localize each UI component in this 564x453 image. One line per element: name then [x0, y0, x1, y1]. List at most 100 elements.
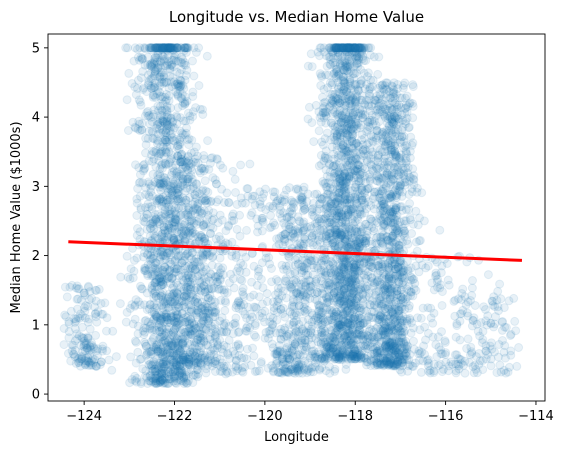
- scatter-point: [203, 136, 213, 146]
- scatter-point: [331, 187, 341, 197]
- scatter-point: [175, 367, 185, 377]
- scatter-point: [133, 75, 143, 85]
- scatter-point: [161, 315, 170, 325]
- scatter-point: [177, 371, 187, 381]
- scatter-point: [205, 290, 215, 300]
- scatter-point: [184, 222, 194, 232]
- scatter-point: [188, 232, 198, 241]
- scatter-point: [319, 330, 329, 340]
- scatter-point: [218, 263, 228, 273]
- scatter-point: [157, 292, 167, 301]
- scatter-point: [180, 251, 190, 261]
- scatter-point: [160, 209, 170, 219]
- scatter-point: [172, 317, 181, 327]
- scatter-point: [144, 304, 154, 314]
- scatter-point: [147, 269, 157, 279]
- scatter-point: [179, 292, 189, 302]
- scatter-point: [280, 312, 290, 322]
- scatter-point: [262, 289, 272, 298]
- scatter-point: [214, 195, 223, 205]
- scatter-point: [179, 226, 189, 236]
- scatter-point: [191, 338, 201, 347]
- scatter-point: [146, 224, 155, 233]
- scatter-point: [122, 95, 132, 105]
- scatter-point: [170, 206, 180, 216]
- scatter-point: [340, 78, 350, 88]
- scatter-point: [130, 371, 140, 381]
- scatter-point: [149, 57, 159, 67]
- scatter-point: [412, 246, 422, 256]
- scatter-point: [185, 193, 195, 202]
- scatter-point: [143, 269, 153, 279]
- scatter-point: [231, 361, 241, 371]
- scatter-point: [129, 56, 139, 66]
- scatter-point: [288, 228, 298, 238]
- scatter-point: [135, 227, 145, 237]
- scatter-point: [130, 336, 140, 346]
- scatter-point: [126, 264, 136, 274]
- scatter-point: [165, 63, 175, 73]
- scatter-point: [277, 328, 287, 338]
- scatter-point: [135, 300, 145, 310]
- scatter-point: [218, 363, 228, 373]
- scatter-point: [135, 234, 145, 244]
- scatter-point: [202, 250, 212, 259]
- scatter-point: [143, 134, 153, 144]
- scatter-point: [161, 357, 171, 367]
- scatter-point: [152, 301, 162, 310]
- scatter-point: [160, 92, 170, 102]
- scatter-point: [170, 301, 180, 311]
- scatter-point: [246, 210, 256, 220]
- scatter-point: [156, 270, 166, 280]
- scatter-point: [116, 272, 126, 282]
- scatter-point: [169, 291, 179, 301]
- scatter-point: [219, 327, 229, 337]
- scatter-point: [258, 299, 267, 309]
- scatter-point: [240, 362, 250, 372]
- scatter-point: [348, 313, 358, 323]
- scatter-point: [161, 299, 171, 309]
- scatter-point: [165, 206, 174, 216]
- scatter-point: [198, 350, 207, 360]
- scatter-point: [184, 203, 193, 212]
- scatter-point: [160, 297, 170, 307]
- scatter-point: [235, 231, 245, 241]
- scatter-point: [134, 163, 144, 173]
- scatter-point: [136, 52, 146, 62]
- scatter-point: [150, 374, 160, 383]
- scatter-point: [169, 221, 179, 231]
- scatter-point: [288, 280, 297, 289]
- scatter-point: [160, 158, 170, 168]
- scatter-point: [333, 120, 343, 129]
- scatter-point: [184, 161, 194, 170]
- scatter-point: [299, 182, 309, 192]
- scatter-point: [194, 81, 204, 90]
- scatter-point: [161, 95, 171, 105]
- scatter-point: [341, 322, 351, 332]
- scatter-point: [179, 46, 189, 56]
- scatter-point: [138, 364, 148, 374]
- scatter-point: [175, 137, 185, 147]
- scatter-point: [345, 335, 355, 345]
- scatter-point: [154, 293, 164, 303]
- scatter-point: [144, 110, 154, 120]
- scatter-point: [169, 53, 179, 63]
- scatter-point: [148, 271, 158, 281]
- scatter-point: [200, 196, 210, 206]
- scatter-point: [297, 255, 307, 265]
- scatter-point: [174, 171, 184, 181]
- scatter-point: [351, 189, 361, 199]
- scatter-point: [135, 97, 145, 107]
- scatter-point: [180, 186, 190, 196]
- scatter-point: [320, 108, 330, 118]
- scatter-point: [136, 281, 145, 291]
- scatter-point: [159, 232, 169, 242]
- scatter-point: [158, 178, 168, 188]
- scatter-point: [149, 230, 159, 240]
- scatter-point: [171, 156, 181, 166]
- scatter-point: [160, 226, 170, 236]
- scatter-point: [191, 193, 201, 203]
- scatter-point: [181, 313, 191, 322]
- scatter-point: [188, 378, 198, 388]
- scatter-point: [347, 119, 357, 129]
